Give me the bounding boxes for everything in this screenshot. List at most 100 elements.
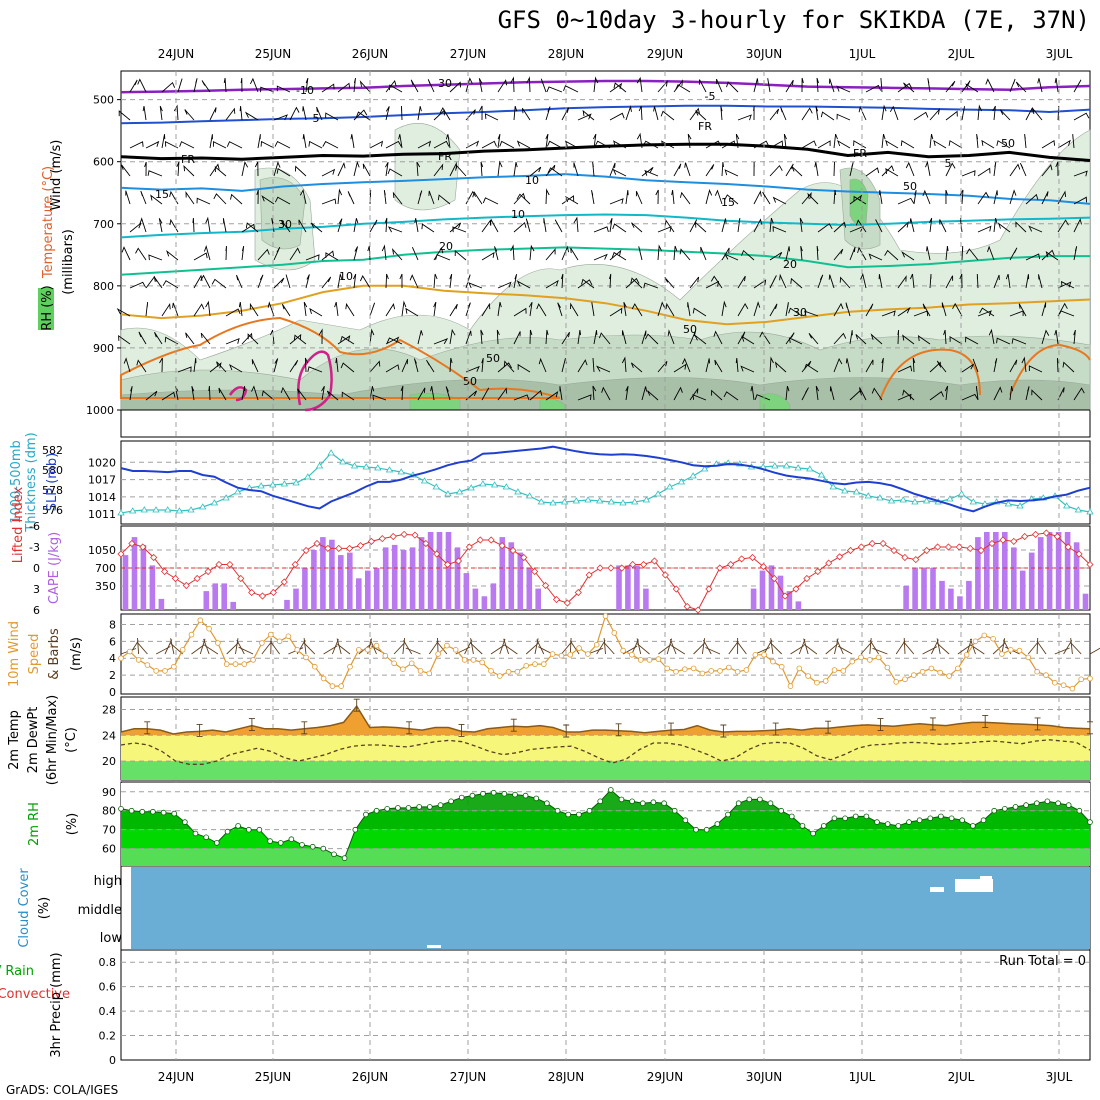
wind-barb xyxy=(196,197,211,205)
cape-bar xyxy=(795,601,802,610)
wind-barb xyxy=(561,245,570,261)
wind10-marker xyxy=(963,651,970,658)
wind-barb xyxy=(166,250,179,261)
lifted-index-marker xyxy=(988,539,996,548)
cape-bar xyxy=(221,583,227,610)
rh-marker xyxy=(703,826,710,833)
wind-barb xyxy=(673,163,682,177)
wind-barb xyxy=(538,357,547,373)
wind-barb xyxy=(612,168,627,177)
wind10-marker xyxy=(355,646,362,653)
wind-barb xyxy=(981,139,995,149)
rh2m-unit-label: (%) xyxy=(65,813,80,836)
wind10-marker xyxy=(664,665,670,672)
wind-barb xyxy=(791,166,803,177)
li-tick: 3 xyxy=(33,583,40,596)
wind-barb xyxy=(833,161,835,177)
wind-barb xyxy=(881,104,887,121)
lifted-index-marker xyxy=(552,595,561,604)
rh-marker xyxy=(533,795,540,802)
wind-barb xyxy=(435,254,451,261)
wind10-barb xyxy=(670,645,686,655)
wind-barb xyxy=(724,253,739,261)
wind-barb xyxy=(369,302,376,317)
cape-bar xyxy=(903,586,909,610)
contour-label: FR xyxy=(698,120,712,133)
wind-barb xyxy=(385,303,396,317)
wind-barb xyxy=(993,274,1000,289)
cape-bar xyxy=(284,599,290,610)
rh-marker xyxy=(565,811,571,818)
wind10-marker xyxy=(461,657,468,663)
wind-barb xyxy=(785,385,790,401)
wind-barb xyxy=(257,274,264,289)
wind-barb xyxy=(273,161,281,177)
wind-barb xyxy=(369,386,375,401)
wind-barb xyxy=(445,134,451,149)
temp-line xyxy=(120,704,1091,735)
slp-axis-label: SLP (mb) xyxy=(45,453,60,512)
wind10-marker xyxy=(532,661,538,667)
wind-barb xyxy=(386,337,403,345)
rh-marker xyxy=(363,811,369,818)
rh-marker xyxy=(277,840,284,846)
wind-barb xyxy=(1021,356,1027,373)
wind10-marker xyxy=(946,673,952,679)
wind10-barb xyxy=(358,643,372,655)
wind-barb xyxy=(123,357,131,373)
wind-barb xyxy=(497,362,512,373)
wind10-marker xyxy=(1087,675,1093,682)
wind-barb xyxy=(621,330,627,345)
wind-barb xyxy=(741,249,755,261)
date-label-top: 26JUN xyxy=(352,47,389,61)
wind10-marker xyxy=(567,651,574,658)
temp-minmax-whisker xyxy=(353,698,360,712)
wind-barb xyxy=(310,222,323,233)
wind10-marker xyxy=(734,668,741,675)
wind-barb xyxy=(383,190,387,205)
wind-barb xyxy=(529,329,533,345)
wind-barb xyxy=(1015,221,1027,233)
lifted-index-marker xyxy=(759,563,767,571)
wind10-barb xyxy=(337,643,351,655)
wind-barb xyxy=(325,252,339,261)
lifted-index-marker xyxy=(770,574,778,583)
wind-barb xyxy=(767,78,771,93)
lifted-index-marker xyxy=(999,536,1007,544)
wind-barb xyxy=(200,274,211,289)
wind-barb xyxy=(308,140,323,149)
wind-barb xyxy=(801,387,809,401)
wind-barb xyxy=(816,245,819,261)
wind-barb xyxy=(543,218,547,233)
rh-shade-10 xyxy=(759,393,791,411)
wind10-marker xyxy=(602,613,609,619)
lifted-index-marker xyxy=(596,564,604,572)
wind-barb xyxy=(449,303,458,317)
temp-minmax-whisker xyxy=(1034,717,1041,731)
wind10-barb xyxy=(536,639,545,655)
lifted-index-marker xyxy=(193,574,201,583)
wind-barb xyxy=(1073,246,1078,261)
wind-barb xyxy=(273,277,285,289)
wind10-marker xyxy=(417,668,424,674)
thickness-marker xyxy=(350,462,359,469)
wind-barb xyxy=(804,310,819,317)
wind-barb xyxy=(545,133,549,149)
date-label-top: 29JUN xyxy=(647,47,684,61)
wind-barb xyxy=(936,360,947,373)
wind-barb xyxy=(392,191,403,205)
wind-barb xyxy=(902,389,915,401)
wind-barb xyxy=(878,274,883,289)
wind-barb xyxy=(609,198,624,205)
wind-barb xyxy=(409,274,419,289)
wind-barb xyxy=(897,197,915,205)
contour-label: 20 xyxy=(439,240,453,253)
wind-barb xyxy=(753,78,759,93)
wind-barb xyxy=(294,165,307,177)
precip-tick: 0.6 xyxy=(99,981,117,994)
wind-barb xyxy=(939,219,947,233)
wind-barb xyxy=(1055,161,1059,177)
wind-barb xyxy=(417,330,424,345)
wind-barb xyxy=(897,365,913,373)
wind-barb xyxy=(1025,253,1041,261)
